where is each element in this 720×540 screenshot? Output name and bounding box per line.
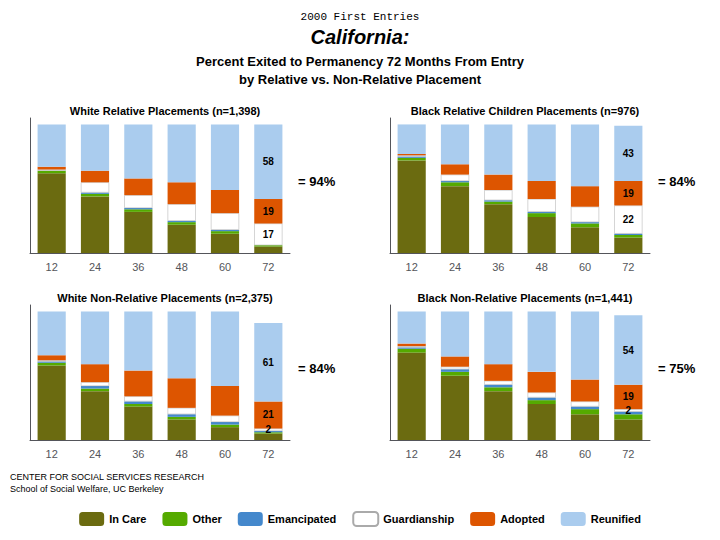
svg-text:2: 2 (626, 405, 632, 416)
svg-text:72: 72 (622, 261, 634, 273)
svg-text:2: 2 (266, 424, 272, 435)
svg-text:60: 60 (219, 261, 231, 273)
svg-text:School of Social Welfare, UC B: School of Social Welfare, UC Berkeley (10, 484, 164, 494)
svg-text:24: 24 (89, 448, 101, 460)
svg-text:= 75%: = 75% (658, 361, 696, 376)
svg-text:43: 43 (623, 148, 635, 159)
svg-text:Reunified: Reunified (591, 513, 641, 525)
svg-text:58: 58 (263, 156, 275, 167)
svg-text:24: 24 (449, 261, 461, 273)
svg-text:60: 60 (219, 448, 231, 460)
svg-text:48: 48 (536, 448, 548, 460)
svg-text:White Non-Relative Placements: White Non-Relative Placements (n=2,375) (57, 292, 273, 304)
svg-text:72: 72 (262, 261, 274, 273)
svg-text:CENTER FOR SOCIAL SERVICES RES: CENTER FOR SOCIAL SERVICES RESEARCH (10, 472, 204, 482)
svg-text:In Care: In Care (109, 513, 146, 525)
svg-text:= 84%: = 84% (298, 361, 336, 376)
svg-text:White Relative Placements (n=1: White Relative Placements (n=1,398) (70, 105, 261, 117)
svg-text:Guardianship: Guardianship (383, 513, 454, 525)
svg-text:Adopted: Adopted (500, 513, 545, 525)
svg-text:36: 36 (132, 261, 144, 273)
svg-text:72: 72 (262, 448, 274, 460)
svg-text:= 84%: = 84% (658, 174, 696, 189)
svg-text:60: 60 (579, 448, 591, 460)
svg-text:California:: California: (311, 26, 410, 48)
svg-text:36: 36 (132, 448, 144, 460)
svg-text:48: 48 (176, 448, 188, 460)
svg-text:19: 19 (263, 206, 275, 217)
svg-text:= 94%: = 94% (298, 174, 336, 189)
svg-text:24: 24 (449, 448, 461, 460)
svg-text:21: 21 (263, 409, 275, 420)
svg-text:72: 72 (622, 448, 634, 460)
svg-text:36: 36 (492, 261, 504, 273)
svg-text:Emancipated: Emancipated (268, 513, 336, 525)
svg-text:Black Relative Children Placem: Black Relative Children Placements (n=97… (411, 105, 640, 117)
svg-text:48: 48 (176, 261, 188, 273)
svg-text:12: 12 (46, 448, 58, 460)
svg-text:2000 First Entries: 2000 First Entries (301, 11, 420, 23)
svg-text:48: 48 (536, 261, 548, 273)
svg-text:Black Non-Relative Placements: Black Non-Relative Placements (n=1,441) (418, 292, 633, 304)
svg-text:60: 60 (579, 261, 591, 273)
svg-text:17: 17 (263, 229, 275, 240)
svg-text:19: 19 (623, 188, 635, 199)
svg-text:Percent Exited to Permanency 7: Percent Exited to Permanency 72 Months F… (196, 54, 525, 69)
svg-text:61: 61 (263, 357, 275, 368)
svg-text:22: 22 (623, 214, 635, 225)
svg-text:12: 12 (406, 261, 418, 273)
svg-text:36: 36 (492, 448, 504, 460)
svg-text:by Relative vs. Non-Relative P: by Relative vs. Non-Relative Placement (239, 72, 482, 87)
svg-text:54: 54 (623, 345, 635, 356)
svg-text:19: 19 (623, 391, 635, 402)
svg-text:12: 12 (46, 261, 58, 273)
svg-text:12: 12 (406, 448, 418, 460)
svg-text:Other: Other (192, 513, 222, 525)
svg-text:24: 24 (89, 261, 101, 273)
